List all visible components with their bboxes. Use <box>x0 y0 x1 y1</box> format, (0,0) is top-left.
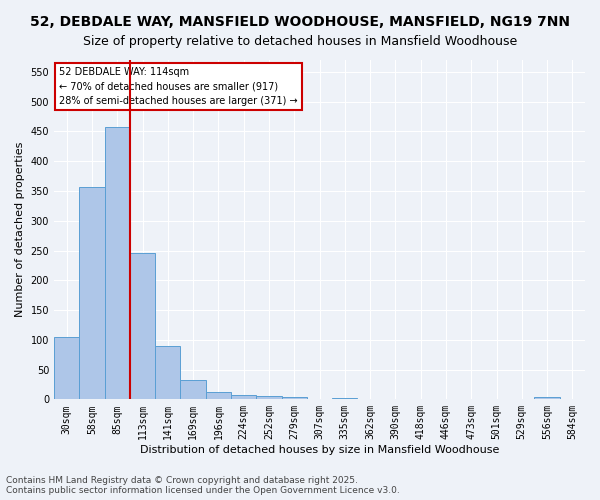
Bar <box>130 254 155 400</box>
Bar <box>79 187 104 400</box>
Bar <box>104 128 130 400</box>
Y-axis label: Number of detached properties: Number of detached properties <box>15 142 25 318</box>
Bar <box>535 397 560 400</box>
Text: 52 DEBDALE WAY: 114sqm
← 70% of detached houses are smaller (917)
28% of semi-de: 52 DEBDALE WAY: 114sqm ← 70% of detached… <box>59 67 298 106</box>
Bar <box>155 346 181 400</box>
Text: 52, DEBDALE WAY, MANSFIELD WOODHOUSE, MANSFIELD, NG19 7NN: 52, DEBDALE WAY, MANSFIELD WOODHOUSE, MA… <box>30 15 570 29</box>
Bar <box>256 396 281 400</box>
Text: Size of property relative to detached houses in Mansfield Woodhouse: Size of property relative to detached ho… <box>83 35 517 48</box>
Bar <box>332 398 358 400</box>
Bar <box>281 397 307 400</box>
Bar <box>231 394 256 400</box>
Bar <box>206 392 231 400</box>
X-axis label: Distribution of detached houses by size in Mansfield Woodhouse: Distribution of detached houses by size … <box>140 445 499 455</box>
Text: Contains HM Land Registry data © Crown copyright and database right 2025.
Contai: Contains HM Land Registry data © Crown c… <box>6 476 400 495</box>
Bar <box>54 337 79 400</box>
Bar <box>181 380 206 400</box>
